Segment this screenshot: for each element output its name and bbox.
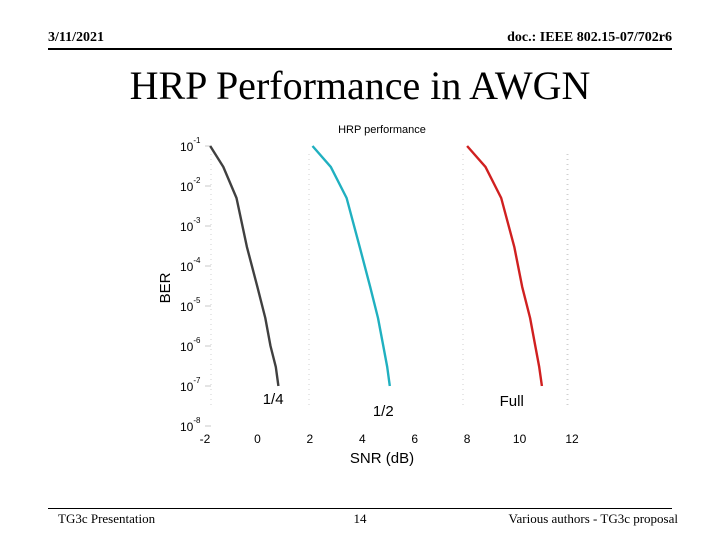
y-tick-label: 10-3	[180, 216, 201, 234]
y-tick-label: 10-6	[180, 336, 201, 354]
y-tick-label: 10-5	[180, 296, 201, 314]
chart-series	[209, 145, 544, 387]
footer-right: Various authors - TG3c proposal	[508, 511, 678, 526]
page-number: 14	[353, 511, 367, 526]
ber-chart: HRP performance 10-110-210-310-410-510-6…	[150, 118, 590, 468]
x-axis-label: SNR (dB)	[350, 450, 414, 467]
header-date: 3/11/2021	[48, 30, 105, 45]
y-tick-labels: 10-1 10-2 10-3 10-4 10-5 10-6 10-7 10-8	[180, 136, 201, 434]
footer-left: TG3c Presentation	[58, 511, 156, 526]
y-tick-label: 10-1	[180, 136, 201, 154]
x-tick-labels: -2 0 2 4 6 8 10 12	[200, 432, 579, 446]
header-rule	[48, 48, 672, 50]
x-tick-label: 2	[307, 432, 314, 446]
y-tick-label: 10-8	[180, 416, 201, 434]
x-tick-label: -2	[200, 432, 211, 446]
curve-label: 1/4	[263, 391, 284, 408]
header-doc-id: doc.: IEEE 802.15-07/702r6	[507, 30, 672, 45]
x-tick-label: 12	[565, 432, 579, 446]
curve-label: Full	[500, 393, 524, 410]
x-tick-label: 0	[254, 432, 261, 446]
footer-rule	[48, 508, 672, 509]
y-tick-label: 10-7	[180, 376, 201, 394]
series-line-3	[466, 145, 544, 387]
x-tick-label: 8	[464, 432, 471, 446]
chart-title: HRP performance	[338, 124, 426, 136]
y-axis-label: BER	[157, 272, 174, 303]
curve-label: 1/2	[373, 403, 394, 420]
y-tick-label: 10-2	[180, 176, 201, 194]
x-tick-label: 10	[513, 432, 527, 446]
series-line-1	[209, 145, 280, 387]
x-tick-label: 6	[411, 432, 418, 446]
curve-annotations: 1/4 1/2 Full	[263, 391, 524, 420]
slide-title: HRP Performance in AWGN	[129, 63, 591, 108]
y-tick-label: 10-4	[180, 256, 201, 274]
chart-grid	[205, 145, 569, 427]
series-line-2	[311, 145, 391, 387]
chart-background	[150, 118, 590, 468]
x-tick-label: 4	[359, 432, 366, 446]
